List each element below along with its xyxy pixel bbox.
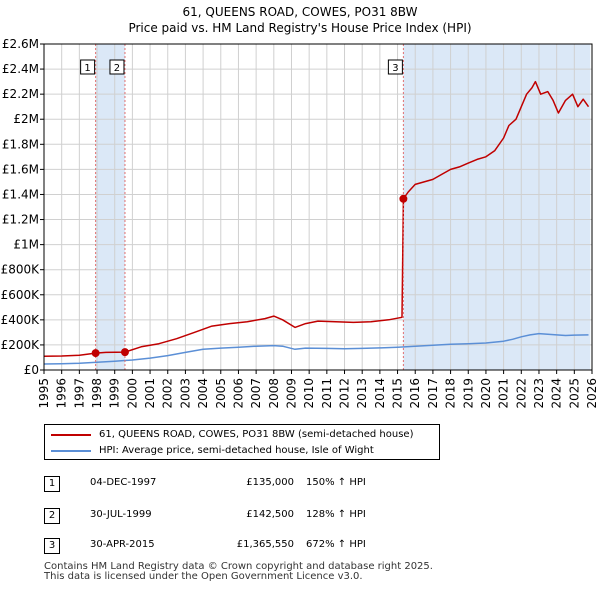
y-tick-label: £2.6M — [2, 37, 39, 51]
sale-hpi-change: 150% ↑ HPI — [306, 477, 366, 488]
sale-price: £135,000 — [246, 477, 294, 488]
y-tick-label: £2.4M — [2, 62, 39, 76]
legend-label-property: 61, QUEENS ROAD, COWES, PO31 8BW (semi-d… — [99, 429, 414, 440]
plot-frame — [43, 43, 593, 371]
y-tick-label: £400K — [1, 313, 41, 327]
shaded-period — [403, 44, 591, 370]
sale-point — [91, 349, 100, 358]
price-chart: 1 2 3 1995 1996 1997 1998 1999 2000 2001 2002 2003… — [1, 37, 599, 409]
x-tick-label: 2011 — [320, 378, 334, 409]
x-tick-label: 2002 — [161, 378, 175, 409]
title-line-1: 61, QUEENS ROAD, COWES, PO31 8BW — [182, 5, 418, 19]
sale-hpi-change: 128% ↑ HPI — [306, 509, 366, 520]
x-tick-label: 2008 — [267, 378, 281, 409]
x-tick-label: 2017 — [426, 378, 440, 409]
x-tick-label: 2025 — [567, 378, 581, 409]
x-tick-label: 2015 — [391, 378, 405, 409]
y-tick-label: £2.2M — [2, 87, 39, 101]
x-tick-label: 2000 — [125, 378, 139, 409]
footer-copyright: Contains HM Land Registry data © Crown c… — [44, 561, 433, 572]
sale-row: 1 04-DEC-1997 £135,000 150% ↑ HPI — [44, 474, 444, 494]
x-tick-label: 2022 — [514, 378, 528, 409]
x-tick-label: 2019 — [461, 378, 475, 409]
y-tick-label: £1.6M — [2, 162, 39, 176]
sale-hpi-change: 672% ↑ HPI — [306, 539, 366, 550]
sale-price: £1,365,550 — [236, 539, 294, 550]
sale-label-box — [109, 59, 125, 75]
sale-label-box — [80, 59, 96, 75]
sale-date: 30-JUL-1999 — [90, 509, 152, 520]
sale-point — [399, 194, 408, 203]
sale-row: 2 30-JUL-1999 £142,500 128% ↑ HPI — [44, 506, 444, 526]
y-tick-label: £2M — [13, 112, 39, 126]
x-tick-label: 1999 — [108, 378, 122, 409]
sale-number-badge: 1 — [44, 476, 60, 492]
legend-label-hpi: HPI: Average price, semi-detached house,… — [99, 445, 374, 456]
shaded-period — [95, 44, 125, 370]
sale-row: 3 30-APR-2015 £1,365,550 672% ↑ HPI — [44, 536, 444, 556]
x-tick-label: 2005 — [214, 378, 228, 409]
x-tick-label: 2006 — [231, 378, 245, 409]
hpi-line — [43, 332, 589, 365]
y-tick-label: £1.8M — [2, 137, 39, 151]
x-tick-label: 1998 — [90, 378, 104, 409]
y-tick-label: £0 — [24, 363, 39, 377]
x-tick-label: 1996 — [55, 378, 69, 409]
x-tick-label: 2012 — [338, 378, 352, 409]
y-tick-label: £1.2M — [2, 213, 39, 227]
x-tick-label: 2001 — [143, 378, 157, 409]
x-tick-label: 2016 — [408, 378, 422, 409]
y-tick-label: £600K — [1, 288, 41, 302]
x-tick-label: 2020 — [479, 378, 493, 409]
legend-swatch-property — [51, 434, 91, 436]
sale-number-badge: 2 — [44, 508, 60, 524]
x-tick-label: 2024 — [550, 378, 564, 409]
x-tick-label: 1997 — [72, 378, 86, 409]
x-tick-label: 2021 — [497, 378, 511, 409]
x-tick-label: 1995 — [37, 378, 51, 409]
x-tick-label: 2014 — [373, 378, 387, 409]
sale-label: 3 — [392, 63, 398, 74]
x-tick-label: 2004 — [196, 378, 210, 409]
sale-date: 30-APR-2015 — [90, 539, 155, 550]
x-tick-label: 2007 — [249, 378, 263, 409]
legend-swatch-hpi — [51, 450, 91, 452]
y-tick-label: £1M — [13, 238, 39, 252]
footer: Contains HM Land Registry data © Crown c… — [44, 562, 433, 582]
legend: 61, QUEENS ROAD, COWES, PO31 8BW (semi-d… — [44, 424, 440, 460]
sale-price: £142,500 — [246, 509, 294, 520]
sale-label: 2 — [114, 63, 120, 74]
sale-date: 04-DEC-1997 — [90, 477, 157, 488]
x-tick-label: 2010 — [302, 378, 316, 409]
x-tick-label: 2023 — [532, 378, 546, 409]
property-price-line — [43, 80, 590, 357]
sale-label-box — [387, 59, 403, 75]
x-tick-label: 2009 — [284, 378, 298, 409]
y-tick-label: £200K — [1, 338, 41, 352]
x-tick-label: 2013 — [355, 378, 369, 409]
y-tick-label: £1.4M — [2, 187, 39, 201]
sale-label: 1 — [84, 63, 90, 74]
sale-number-badge: 3 — [44, 538, 60, 554]
sale-point — [120, 348, 129, 357]
x-tick-label: 2003 — [178, 378, 192, 409]
x-tick-label: 2026 — [585, 378, 599, 409]
x-tick-label: 2018 — [444, 378, 458, 409]
chart-title: 61, QUEENS ROAD, COWES, PO31 8BW Price p… — [0, 4, 600, 36]
footer-licence: This data is licensed under the Open Gov… — [44, 571, 363, 582]
y-tick-label: £800K — [1, 263, 41, 277]
title-line-2: Price paid vs. HM Land Registry's House … — [128, 21, 472, 35]
